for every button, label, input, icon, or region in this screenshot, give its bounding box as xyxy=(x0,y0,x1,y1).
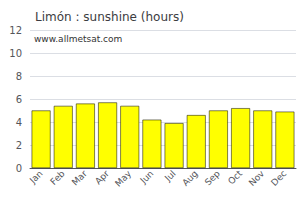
svg-text:Aug: Aug xyxy=(180,168,199,187)
svg-text:Limón : sunshine (hours): Limón : sunshine (hours) xyxy=(35,10,184,24)
svg-text:Jan: Jan xyxy=(27,168,45,186)
svg-text:Dec: Dec xyxy=(269,168,288,187)
svg-text:Mar: Mar xyxy=(70,168,89,187)
svg-text:Feb: Feb xyxy=(48,168,67,187)
svg-text:Jun: Jun xyxy=(138,168,156,186)
svg-text:www.allmetsat.com: www.allmetsat.com xyxy=(34,34,122,44)
svg-text:Jul: Jul xyxy=(162,168,177,183)
svg-text:Nov: Nov xyxy=(247,168,267,188)
svg-text:0: 0 xyxy=(16,163,22,174)
svg-text:12: 12 xyxy=(9,25,22,36)
svg-text:Apr: Apr xyxy=(93,168,111,186)
svg-text:Sep: Sep xyxy=(203,168,222,187)
svg-text:Oct: Oct xyxy=(226,168,244,186)
svg-text:10: 10 xyxy=(9,48,22,59)
svg-text:8: 8 xyxy=(16,71,22,82)
svg-text:May: May xyxy=(113,168,134,189)
svg-text:6: 6 xyxy=(16,94,22,105)
svg-text:2: 2 xyxy=(16,140,22,151)
svg-text:4: 4 xyxy=(16,117,22,128)
